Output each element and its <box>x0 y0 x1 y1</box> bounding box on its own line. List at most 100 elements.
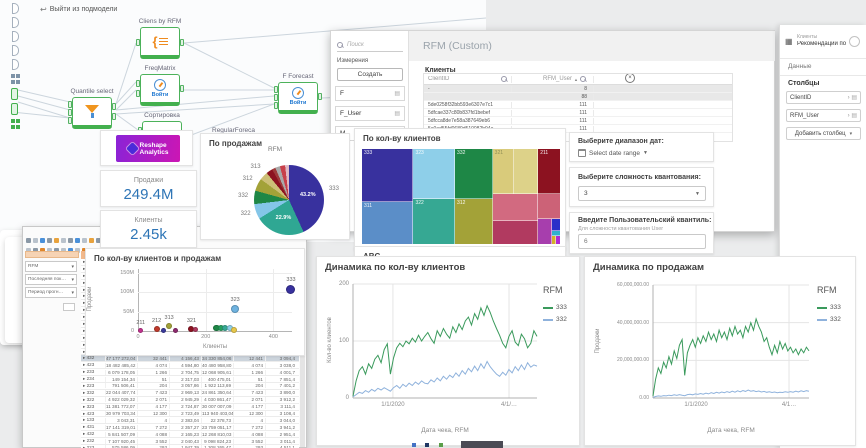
add-column-button[interactable]: Добавить столбец ▾ <box>786 127 861 140</box>
quantile-input[interactable]: 6 <box>578 234 706 249</box>
field-clientid[interactable]: ClientID › ▤ <box>786 91 861 104</box>
field-menu-icon[interactable]: ▤ <box>849 95 857 101</box>
node-cliens-by-rfm[interactable]: { <box>136 27 184 59</box>
scatter-point[interactable] <box>193 327 199 333</box>
clients-dynamics-card: Динамика по кол-ву клиентов 0 100 200 1/1/2… <box>316 256 580 446</box>
spreadsheet-row[interactable]: ▸ 431 17 141 319,01 7 272 2 357,27 23 759 05… <box>81 424 299 432</box>
tab-data[interactable]: Данные <box>788 63 812 70</box>
node-freqmatrix[interactable]: Войти <box>136 74 184 106</box>
treemap-cell[interactable] <box>556 236 560 244</box>
input-port-icon[interactable] <box>11 88 18 100</box>
table-row[interactable]: 88 <box>424 93 732 101</box>
table-row[interactable]: 5de0258f32bb593e6307e7c1 111 <box>424 101 732 109</box>
table-row[interactable]: 5dfcae337c80b837fd1bebef 111 <box>424 109 732 117</box>
treemap-cell[interactable] <box>492 221 539 244</box>
spreadsheet-toolbar[interactable] <box>26 230 110 248</box>
spreadsheet-row[interactable]: ▸ 223 575 586,09 293 1 947,39 1 308 265,47 29… <box>81 445 299 448</box>
scatter-point[interactable] <box>231 327 238 334</box>
treemap-cell[interactable]: 321 <box>492 149 515 194</box>
dataset-green-icon[interactable] <box>11 119 21 129</box>
treemap-cell[interactable] <box>552 219 560 231</box>
treemap-cell[interactable] <box>538 219 553 244</box>
port-node-icon[interactable] <box>12 31 19 42</box>
spreadsheet-row[interactable]: ▸ 133 3 043,31 4 2 383,04 22 378,73 4 3 044,0 <box>81 417 299 425</box>
filter-field-rfm[interactable]: RFM ▾ <box>25 261 77 272</box>
spreadsheet-row[interactable]: ▸ 232 7 107 920,45 3 552 2 040,43 9 098 824,… <box>81 438 299 446</box>
treemap-cell[interactable] <box>552 236 557 244</box>
treemap-cell[interactable]: 332 <box>455 149 493 200</box>
table-header-row[interactable]: ClientID RFM_User ▲ <box>424 74 732 85</box>
search-icon[interactable] <box>580 75 587 83</box>
search-input[interactable]: Поиск <box>337 39 403 52</box>
table-row[interactable]: 5dfcca8de7e58a387649eb6 111 <box>424 117 732 125</box>
port-node-icon[interactable] <box>12 17 19 28</box>
dimension-item-f[interactable]: F ▤ <box>335 86 405 101</box>
spreadsheet-row[interactable]: ▸ 322 4 922 029,32 2 071 2 945,29 4 030 861,… <box>81 397 299 404</box>
scatter-point[interactable] <box>138 327 144 333</box>
filter-field-period[interactable]: Период прогн… ▾ <box>25 287 77 298</box>
field-rfm-user[interactable]: RFM_User › ▤ <box>786 109 861 122</box>
scatter-point[interactable] <box>160 327 166 333</box>
create-button[interactable]: Создать <box>337 68 403 81</box>
treemap-cell[interactable] <box>538 193 560 220</box>
table-row[interactable]: -8 <box>424 85 732 93</box>
filter-box[interactable] <box>63 303 75 311</box>
exit-submodel-button[interactable]: ↩ Выйти из подмодели <box>40 5 117 14</box>
treemap-cell[interactable]: 322 <box>413 199 456 244</box>
legend-item[interactable]: 332 <box>543 316 567 323</box>
spreadsheet-row[interactable]: ▸ 234 149 154,34 51 2 317,03 400 475,01 51 7 8… <box>81 376 299 384</box>
spreadsheet-row[interactable]: ▸ 233 6 079 178,05 1 266 2 704,75 12 068 905… <box>81 369 299 377</box>
pie-chart[interactable] <box>254 165 324 235</box>
port-node-icon[interactable] <box>12 59 19 70</box>
treemap-cell[interactable]: 211 <box>538 149 560 194</box>
filter-tab[interactable] <box>25 251 79 258</box>
scatter-point[interactable] <box>153 326 160 333</box>
scatter-point[interactable] <box>165 322 173 330</box>
treemap-cell[interactable] <box>492 193 539 222</box>
port-node-icon[interactable] <box>12 45 19 56</box>
scatter-point[interactable] <box>173 327 179 333</box>
dataset-icon[interactable] <box>11 74 21 84</box>
spreadsheet-row[interactable]: ▸ 332 22 044 407,74 7 423 2 969,13 24 861 35… <box>81 390 299 397</box>
field-menu-icon[interactable]: ▤ <box>849 113 857 119</box>
treemap-cell[interactable] <box>552 230 560 237</box>
clients-kpi-card[interactable]: Клиенты 2.45k <box>100 210 197 248</box>
quantization-select[interactable]: 3 ▼ <box>578 186 706 201</box>
date-range-picker[interactable]: Select date range ▼ <box>578 149 648 157</box>
dimension-item-f-user[interactable]: F_User ▤ <box>335 106 405 121</box>
node-quantile-select[interactable] <box>68 97 116 129</box>
treemap-cell[interactable] <box>514 149 539 194</box>
spreadsheet-row[interactable]: ▸ 323 11 381 772,07 4 177 2 724,87 30 007 00… <box>81 404 299 411</box>
enter-link[interactable]: Войти <box>289 100 307 106</box>
scatter-point[interactable] <box>286 285 296 295</box>
spreadsheet-row[interactable]: ▸ 223 791 506,41 204 3 057,86 1 922 113,69 20… <box>81 383 299 390</box>
filter-field-last[interactable]: Последняя пок… ▾ <box>25 274 77 285</box>
y-axis-label: Продажи <box>595 327 601 354</box>
enter-link[interactable]: Войти <box>151 92 169 98</box>
columns-section-label: Столбцы <box>788 80 820 87</box>
chevron-down-icon: ▼ <box>642 150 648 156</box>
column-rfm-user[interactable]: RFM_User <box>543 76 573 82</box>
port-node-icon[interactable] <box>12 3 19 14</box>
spreadsheet-toolbar-2[interactable] <box>26 240 89 258</box>
legend-item[interactable]: 333 <box>817 304 841 311</box>
spreadsheet-row[interactable]: ▸ 423 18 482 485,42 4 074 4 594,80 40 480 95… <box>81 362 299 370</box>
input-port-icon[interactable] <box>11 103 18 115</box>
spreadsheet-row[interactable]: ▸ 423 30 979 703,34 12 300 2 723,49 113 940 … <box>81 411 299 418</box>
legend-item[interactable]: 332 <box>817 316 841 323</box>
spreadsheet-row[interactable]: ▸ 432 47 177 272,04 32 441 4 156,43 34 330 8… <box>81 355 299 363</box>
spreadsheet-row[interactable]: ▸ 432 5 841 507,09 4 088 2 165,23 12 268 810… <box>81 431 299 439</box>
search-icon[interactable] <box>501 75 508 83</box>
treemap-cell[interactable]: 312 <box>455 199 493 244</box>
treemap-cell[interactable]: 323 <box>413 149 456 200</box>
scatter-point[interactable] <box>231 304 240 313</box>
treemap-cell-label: 312 <box>457 200 466 207</box>
treemap-cell[interactable]: 333 <box>362 149 414 203</box>
sales-kpi-card[interactable]: Продажи 249.4M <box>100 170 197 207</box>
node-f-forecast[interactable]: Войти <box>274 82 322 114</box>
treemap-cell-label: 333 <box>364 150 373 156</box>
legend-item[interactable]: 333 <box>543 304 567 311</box>
treemap-cell[interactable]: 311 <box>362 202 414 244</box>
column-clientid[interactable]: ClientID <box>428 76 450 82</box>
recommendations-toggle[interactable] <box>849 36 860 47</box>
